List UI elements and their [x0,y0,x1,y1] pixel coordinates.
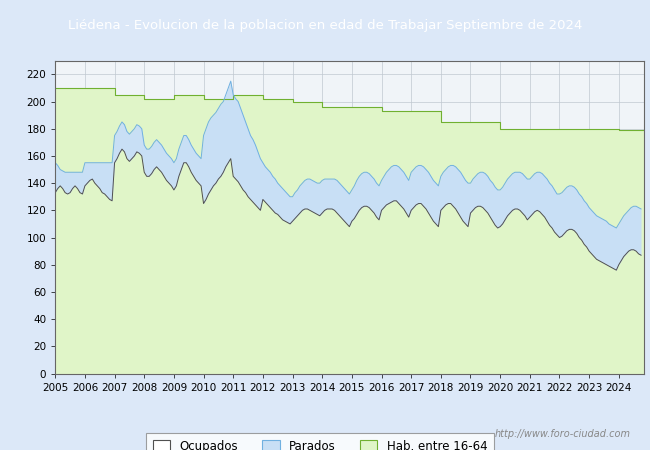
Text: http://www.foro-ciudad.com: http://www.foro-ciudad.com [495,429,630,439]
Legend: Ocupados, Parados, Hab. entre 16-64: Ocupados, Parados, Hab. entre 16-64 [146,433,495,450]
Text: Liédena - Evolucion de la poblacion en edad de Trabajar Septiembre de 2024: Liédena - Evolucion de la poblacion en e… [68,19,582,32]
